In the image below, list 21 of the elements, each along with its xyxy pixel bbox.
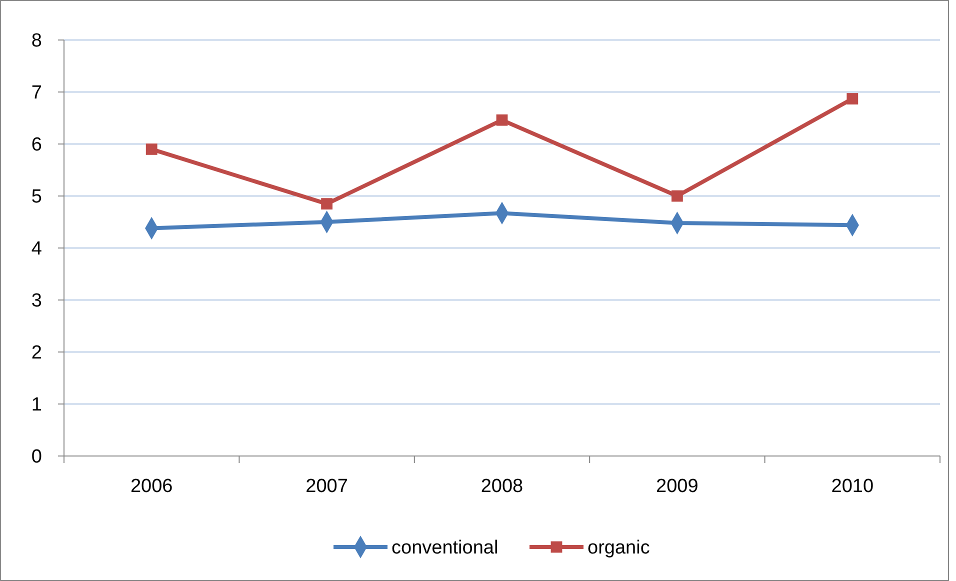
legend-label: organic — [588, 538, 650, 559]
x-tick-label: 2006 — [130, 476, 173, 497]
y-tick-label: 8 — [31, 30, 42, 52]
x-tick-label: 2010 — [831, 476, 874, 497]
point — [321, 198, 332, 210]
point — [146, 144, 158, 155]
y-tick-label: 3 — [31, 290, 42, 312]
point — [846, 93, 858, 104]
y-tick-label: 6 — [31, 134, 42, 156]
y-tick-label: 0 — [31, 446, 42, 468]
y-tick-label: 7 — [31, 82, 42, 104]
y-tick-label: 1 — [31, 394, 42, 416]
y-tick-label: 5 — [31, 186, 42, 208]
legend-label: conventional — [392, 538, 498, 559]
x-tick-label: 2007 — [306, 476, 348, 497]
y-tick-label: 2 — [31, 342, 42, 364]
point — [672, 190, 683, 202]
x-tick-label: 2009 — [656, 476, 698, 497]
y-tick-label: 4 — [31, 238, 42, 260]
point — [496, 114, 508, 126]
x-tick-label: 2008 — [480, 476, 524, 497]
